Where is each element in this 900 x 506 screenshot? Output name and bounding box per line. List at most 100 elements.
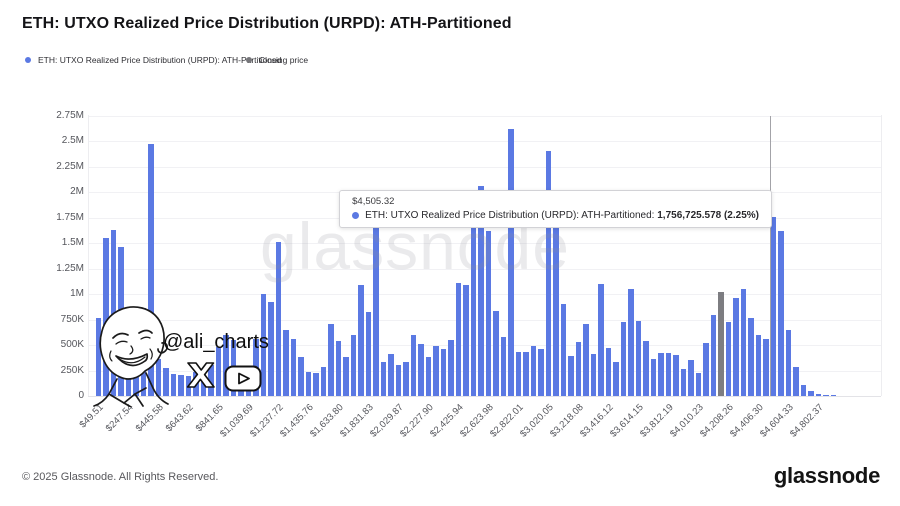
bar[interactable]: [170, 373, 177, 396]
bar[interactable]: [380, 362, 387, 396]
legend-label-urpd: ETH: UTXO Realized Price Distribution (U…: [38, 55, 282, 65]
bar[interactable]: [523, 352, 529, 396]
bar[interactable]: [815, 393, 822, 396]
bar[interactable]: [763, 338, 769, 396]
bar[interactable]: [553, 222, 559, 396]
bar[interactable]: [95, 318, 102, 396]
bar[interactable]: [298, 357, 304, 396]
bar[interactable]: [530, 346, 537, 396]
bar[interactable]: [793, 367, 799, 396]
bar[interactable]: [568, 356, 574, 396]
bar[interactable]: [260, 294, 267, 396]
bar[interactable]: [335, 340, 342, 396]
bar[interactable]: [410, 334, 417, 396]
bar[interactable]: [703, 342, 709, 396]
bar[interactable]: [583, 323, 589, 396]
bar[interactable]: [673, 355, 679, 396]
bar[interactable]: [350, 334, 357, 396]
hovered-bar[interactable]: [770, 216, 777, 396]
bar[interactable]: [748, 318, 754, 396]
bar[interactable]: [223, 334, 229, 396]
bar[interactable]: [545, 151, 552, 396]
bar[interactable]: [373, 218, 379, 396]
bar[interactable]: [800, 384, 807, 396]
bar[interactable]: [688, 360, 694, 396]
gridline: [88, 370, 881, 372]
legend-item-closing-price[interactable]: Closing price: [246, 54, 308, 66]
bar[interactable]: [740, 288, 747, 396]
bar[interactable]: [605, 348, 612, 396]
x-logo-icon: [186, 362, 215, 388]
gridline: [88, 396, 881, 397]
bar[interactable]: [590, 354, 597, 396]
bar[interactable]: [343, 357, 349, 396]
bar[interactable]: [493, 311, 499, 396]
bar[interactable]: [358, 284, 364, 396]
bar[interactable]: [680, 369, 687, 396]
bar[interactable]: [275, 241, 282, 396]
bar[interactable]: [755, 334, 762, 396]
bar[interactable]: [508, 128, 514, 396]
bar[interactable]: [215, 347, 222, 396]
bar[interactable]: [103, 237, 109, 396]
bar[interactable]: [395, 365, 402, 396]
bar[interactable]: [710, 315, 717, 396]
bar[interactable]: [725, 321, 732, 396]
bar[interactable]: [695, 372, 702, 396]
bar[interactable]: [470, 220, 477, 396]
bar[interactable]: [560, 304, 567, 396]
bar[interactable]: [538, 349, 544, 396]
bar[interactable]: [628, 288, 634, 396]
bar[interactable]: [733, 298, 739, 396]
bar[interactable]: [365, 312, 372, 396]
bar[interactable]: [388, 354, 394, 396]
bar[interactable]: [665, 353, 672, 396]
bar[interactable]: [178, 374, 184, 396]
bar[interactable]: [313, 372, 319, 396]
bar[interactable]: [515, 352, 522, 396]
bar[interactable]: [155, 359, 162, 396]
bar[interactable]: [440, 349, 447, 396]
bar[interactable]: [433, 346, 439, 396]
closing-price-bar[interactable]: [718, 291, 724, 396]
bar[interactable]: [290, 338, 297, 396]
bar[interactable]: [598, 283, 604, 396]
bar[interactable]: [148, 144, 154, 396]
bar[interactable]: [268, 302, 274, 396]
tooltip-price: $4,505.32: [352, 196, 395, 207]
bar[interactable]: [613, 362, 619, 396]
urpd-chart[interactable]: 0 250K 500K 750K 1M 1.25M 1.5M 1.75M 2M 2.25M 2.5M…: [0, 0, 900, 460]
bar[interactable]: [823, 394, 829, 396]
bar[interactable]: [785, 329, 792, 396]
bar[interactable]: [650, 359, 657, 396]
bar[interactable]: [620, 321, 627, 396]
plot-border: [88, 115, 89, 396]
bar[interactable]: [305, 371, 312, 396]
bar[interactable]: [425, 357, 432, 396]
bar[interactable]: [658, 353, 664, 396]
legend-item-urpd[interactable]: ETH: UTXO Realized Price Distribution (U…: [25, 54, 282, 66]
y-axis-tick-label: 2.5M: [61, 135, 84, 146]
hover-tooltip: $4,505.32 ETH: UTXO Realized Price Distr…: [339, 190, 772, 228]
bar[interactable]: [328, 323, 334, 396]
hover-crosshair: [769, 115, 771, 396]
bar[interactable]: [575, 341, 582, 396]
bar[interactable]: [500, 336, 507, 396]
bar[interactable]: [455, 282, 462, 396]
bar[interactable]: [208, 365, 214, 396]
bar[interactable]: [283, 329, 289, 396]
bar[interactable]: [635, 320, 642, 396]
bar[interactable]: [778, 230, 784, 396]
bar[interactable]: [163, 368, 169, 396]
bar[interactable]: [418, 343, 424, 396]
bar[interactable]: [478, 185, 484, 396]
bar[interactable]: [403, 362, 409, 396]
bar[interactable]: [643, 340, 649, 396]
bar[interactable]: [200, 373, 207, 396]
bar[interactable]: [830, 395, 837, 396]
bar[interactable]: [808, 390, 814, 396]
bar[interactable]: [448, 339, 454, 396]
bar[interactable]: [320, 367, 327, 396]
bar[interactable]: [463, 284, 469, 396]
bar[interactable]: [485, 230, 492, 396]
